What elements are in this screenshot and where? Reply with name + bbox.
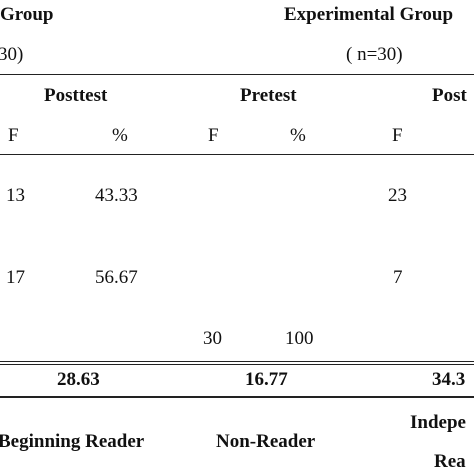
column-percent-control: % [112,125,128,146]
mean-rule-bottom [0,396,474,398]
level-control-posttest: Beginning Reader [0,431,145,452]
column-f-posttest: F [392,125,403,146]
row2-posttest-f: 7 [393,267,403,288]
mean-rule-top-1 [0,361,474,362]
experimental-group-title: Experimental Group [284,4,454,25]
level-experimental-posttest-line2: Rea [434,451,466,472]
posttest-control-heading: Posttest [44,85,108,106]
mean-experimental-pretest: 16.77 [245,369,288,390]
header-rule [0,74,474,75]
level-experimental-pretest: Non-Reader [216,431,316,452]
row3-pretest-percent: 100 [285,328,314,349]
mean-control-posttest: 28.63 [57,369,100,390]
row2-control-percent: 56.67 [95,267,138,288]
mean-experimental-posttest: 34.3 [432,369,466,390]
row1-control-f: 13 [6,185,25,206]
row1-posttest-f: 23 [388,185,407,206]
row1-control-percent: 43.33 [95,185,138,206]
experimental-group-n: ( n=30) [346,44,403,65]
column-f-control: F [8,125,19,146]
column-header-rule [0,154,474,155]
row2-control-f: 17 [6,267,25,288]
control-group-n: 30) [0,44,24,65]
column-percent-pretest: % [290,125,306,146]
row3-pretest-f: 30 [203,328,222,349]
level-experimental-posttest-line1: Indepe [410,412,466,433]
column-f-pretest: F [208,125,219,146]
mean-rule-top-2 [0,364,474,365]
pretest-experimental-heading: Pretest [240,85,297,106]
posttest-experimental-heading: Post [432,85,467,106]
control-group-title: Group [0,4,54,25]
